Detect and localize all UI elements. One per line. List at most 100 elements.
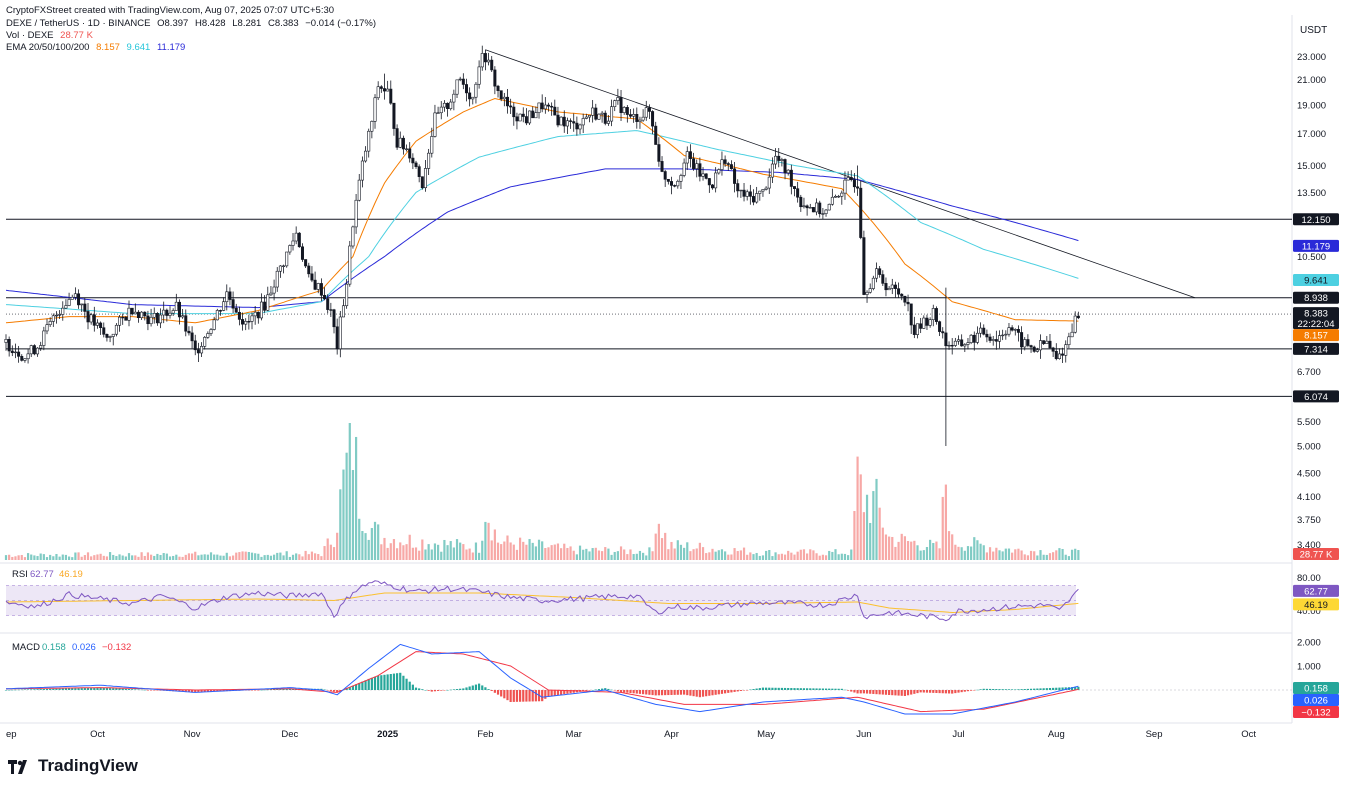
volume-bar xyxy=(1020,550,1023,560)
candle-body xyxy=(707,178,711,186)
macd-histogram-bar xyxy=(796,688,799,690)
volume-bar xyxy=(1055,550,1058,560)
candle-body xyxy=(379,86,383,89)
volume-bar xyxy=(654,533,657,560)
macd-histogram-bar xyxy=(657,690,660,696)
candle-body xyxy=(575,122,579,130)
macd-histogram-bar xyxy=(847,690,850,691)
volume-bar xyxy=(692,549,695,560)
volume-bar xyxy=(276,552,279,560)
volume-bar xyxy=(755,552,758,560)
macd-histogram-bar xyxy=(367,678,370,690)
macd-histogram-bar xyxy=(380,675,383,690)
volume-bar xyxy=(667,549,670,560)
candle-body xyxy=(786,169,790,174)
volume-bar xyxy=(566,547,569,560)
macd-histogram-bar xyxy=(613,690,616,691)
symbol-pair[interactable]: DEXE / TetherUS · 1D · BINANCE xyxy=(6,18,151,29)
candle-body xyxy=(628,114,632,117)
macd-histogram-bar xyxy=(698,690,701,698)
macd-histogram-bar xyxy=(377,675,380,690)
candle-body xyxy=(957,339,961,342)
macd-histogram-bar xyxy=(427,690,430,691)
volume-bar xyxy=(780,553,783,560)
volume-bar xyxy=(90,556,93,560)
candle-body xyxy=(815,202,819,213)
candle-body xyxy=(45,324,49,332)
macd-histogram-bar xyxy=(149,690,153,691)
macd-histogram-bar xyxy=(995,689,998,690)
macd-histogram-bar xyxy=(146,690,150,691)
volume-bar xyxy=(184,554,187,560)
macd-histogram-bar xyxy=(462,688,465,690)
volume-bar xyxy=(405,544,408,560)
volume-bar xyxy=(648,547,651,560)
candle-body xyxy=(446,102,450,109)
candle-body xyxy=(509,105,513,108)
volume-bar xyxy=(613,551,616,560)
candle-body xyxy=(603,112,607,124)
macd-histogram-bar xyxy=(705,690,708,697)
badge-macd-bg xyxy=(1293,682,1339,694)
candle-body xyxy=(824,209,828,214)
macd-histogram-bar xyxy=(771,687,774,690)
macd-histogram-bar xyxy=(345,688,348,690)
candle-body xyxy=(73,293,77,298)
candle-body xyxy=(452,93,456,103)
candle-body xyxy=(253,311,257,317)
macd-histogram-bar xyxy=(399,672,402,690)
macd-histogram-bar xyxy=(869,690,872,694)
candle-body xyxy=(840,192,844,197)
volume-bar xyxy=(824,555,828,560)
candle-body xyxy=(518,113,522,122)
candle-body xyxy=(341,305,345,318)
volume-label[interactable]: Vol · DEXE xyxy=(6,30,54,41)
volume-bar xyxy=(806,553,809,560)
candle-body xyxy=(370,121,374,132)
candle-body xyxy=(177,301,181,318)
candle-body xyxy=(335,326,339,350)
candle-body xyxy=(282,265,286,267)
macd-histogram-bar xyxy=(888,690,891,695)
volume-bar xyxy=(260,556,263,560)
candle-body xyxy=(420,176,424,189)
candle-body xyxy=(310,273,314,281)
volume-bar xyxy=(487,522,490,560)
macd-histogram-bar xyxy=(411,684,414,690)
volume-bar xyxy=(118,554,121,560)
volume-bar xyxy=(247,551,250,560)
macd-histogram-bar xyxy=(720,690,724,694)
macd-histogram-bar xyxy=(556,690,560,696)
volume-bar xyxy=(219,555,222,560)
volume-bar xyxy=(1017,548,1020,560)
candle-body xyxy=(610,106,614,122)
macd-histogram-bar xyxy=(383,674,386,690)
volume-bar xyxy=(916,545,919,560)
volume-bar xyxy=(310,551,314,560)
macd-histogram-bar xyxy=(263,689,266,691)
volume-bar xyxy=(329,544,332,560)
macd-histogram-bar xyxy=(560,690,563,695)
badge-last-price-countdown: 22:22:04 xyxy=(1298,319,1335,330)
volume-bar xyxy=(478,552,481,560)
volume-bar xyxy=(607,548,610,560)
candle-body xyxy=(89,314,93,323)
candle-body xyxy=(162,309,166,316)
macd-histogram-bar xyxy=(440,690,443,691)
macd-histogram-bar xyxy=(153,690,156,691)
candle-body xyxy=(834,195,838,198)
axis-unit[interactable]: USDT xyxy=(1300,25,1328,36)
volume-bar xyxy=(354,436,358,560)
time-axis-label: Apr xyxy=(664,729,679,740)
volume-bar xyxy=(323,546,326,560)
candle-body xyxy=(953,340,957,346)
macd-histogram-bar xyxy=(433,690,437,692)
change-value: −0.014 (−0.17%) xyxy=(305,18,377,29)
tradingview-brand[interactable]: TradingView xyxy=(8,756,138,776)
macd-histogram-bar xyxy=(638,690,642,694)
time-axis-label: Oct xyxy=(90,729,105,740)
ema-label[interactable]: EMA 20/50/100/200 xyxy=(6,42,90,53)
candle-body xyxy=(99,322,103,329)
macd-histogram-bar xyxy=(474,684,478,690)
